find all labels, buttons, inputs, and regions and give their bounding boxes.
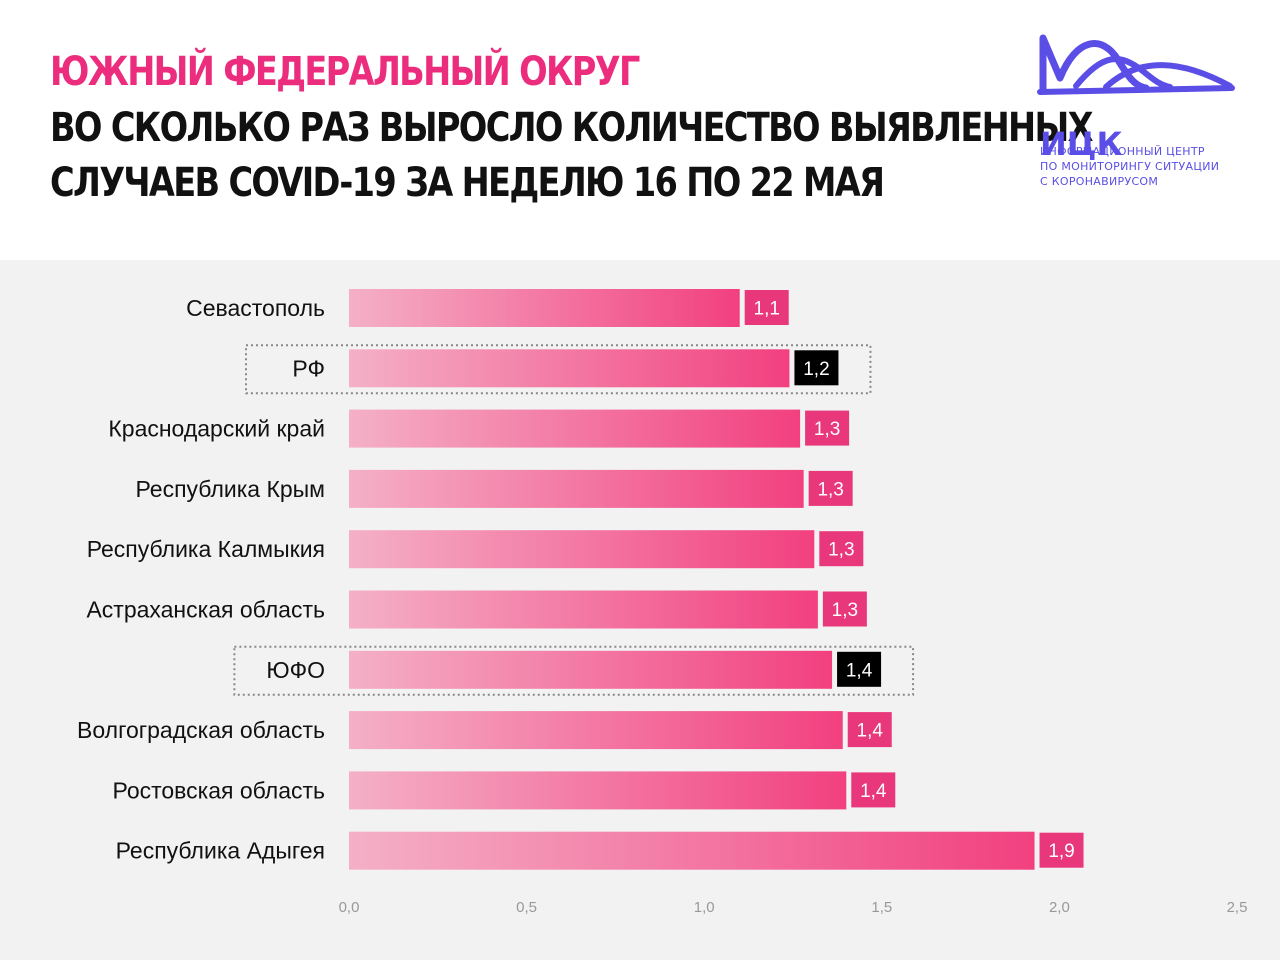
category-label: Краснодарский край: [108, 416, 325, 442]
logo-text-line-1: ИНФОРМАЦИОННЫЙ ЦЕНТР: [1040, 145, 1205, 158]
value-label-bg: [822, 591, 867, 627]
value-label-bg: [851, 772, 896, 808]
x-tick-label: 2,5: [1227, 899, 1248, 916]
highlight-box: [233, 645, 915, 696]
bar: [349, 409, 801, 448]
category-label: Волгоградская область: [77, 717, 325, 743]
region-title: ЮЖНЫЙ ФЕДЕРАЛЬНЫЙ ОКРУГ: [50, 49, 640, 95]
logo: ИЦК ИНФОРМАЦИОННЫЙ ЦЕНТР ПО МОНИТОРИНГУ …: [1036, 30, 1246, 200]
value-label: 1,2: [803, 359, 829, 380]
logo-text-line-3: С КОРОНАВИРУСОМ: [1040, 175, 1159, 188]
bar-row: Волгоградская область 1,4: [77, 711, 892, 750]
category-label: Ростовская область: [112, 777, 325, 803]
bar: [349, 650, 833, 689]
bar: [349, 590, 818, 629]
value-label-bg: [808, 470, 853, 506]
x-tick-label: 1,5: [871, 899, 892, 916]
value-label: 1,1: [754, 299, 780, 320]
bar: [349, 771, 847, 810]
bar-row: Ростовская область 1,4: [112, 771, 896, 810]
category-label: Севастополь: [186, 295, 325, 321]
value-label-bg: [837, 651, 882, 687]
bar-row: Республика Калмыкия 1,3: [87, 530, 864, 569]
bar-row: РФ 1,2: [245, 344, 872, 395]
bar: [349, 831, 1035, 870]
category-label: РФ: [292, 355, 325, 381]
bar-row: Республика Адыгея 1,9: [116, 831, 1084, 870]
logo-wave-icon: [1037, 34, 1235, 95]
category-label: Республика Адыгея: [116, 838, 325, 864]
logo-abbr: ИЦК: [1040, 125, 1123, 163]
x-tick-label: 2,0: [1049, 899, 1070, 916]
bar: [349, 711, 843, 750]
category-label: Астраханская область: [86, 597, 325, 623]
value-label: 1,4: [860, 781, 887, 802]
value-label: 1,3: [832, 600, 858, 621]
bar-row: Севастополь 1,1: [186, 289, 789, 327]
value-label-bg: [794, 350, 839, 386]
bar-row: Астраханская область 1,3: [86, 590, 867, 629]
value-label: 1,3: [814, 419, 840, 440]
value-label-bg: [744, 290, 789, 325]
bar-row: Республика Крым 1,3: [135, 469, 853, 508]
bar-chart: Севастополь 1,1 РФ 1,2 Краснодарский край 1,3…: [77, 289, 1248, 916]
header: ЮЖНЫЙ ФЕДЕРАЛЬНЫЙ ОКРУГ ВО СКОЛЬКО РАЗ В…: [0, 0, 1280, 260]
bar: [349, 530, 815, 569]
category-label: Республика Калмыкия: [87, 536, 325, 562]
chart-title-line-2: СЛУЧАЕВ COVID-19 ЗА НЕДЕЛЮ 16 ПО 22 МАЯ: [50, 160, 885, 206]
bar-row: ЮФО 1,4: [233, 645, 915, 696]
value-label: 1,9: [1048, 841, 1074, 862]
x-tick-label: 0,5: [516, 899, 537, 916]
value-label-bg: [1039, 832, 1084, 868]
value-label: 1,4: [857, 721, 884, 742]
x-tick-label: 0,0: [339, 899, 360, 916]
value-label-bg: [847, 712, 892, 748]
value-label: 1,3: [828, 540, 854, 561]
value-label: 1,3: [817, 479, 843, 500]
logo-text-line-2: ПО МОНИТОРИНГУ СИТУАЦИИ: [1040, 160, 1220, 173]
bar: [349, 469, 804, 508]
bar: [349, 289, 740, 327]
bar-row: Краснодарский край 1,3: [108, 409, 850, 448]
category-label: Республика Крым: [135, 476, 325, 502]
highlight-box: [245, 344, 872, 395]
chart-area: Севастополь 1,1 РФ 1,2 Краснодарский край 1,3…: [0, 260, 1280, 960]
value-label-bg: [819, 531, 864, 567]
category-label: ЮФО: [266, 657, 325, 683]
bar: [349, 349, 790, 388]
value-label: 1,4: [846, 660, 873, 681]
chart-title-line-1: ВО СКОЛЬКО РАЗ ВЫРОСЛО КОЛИЧЕСТВО ВЫЯВЛЕ…: [50, 105, 1094, 151]
x-tick-label: 1,0: [694, 899, 715, 916]
value-label-bg: [805, 410, 850, 446]
